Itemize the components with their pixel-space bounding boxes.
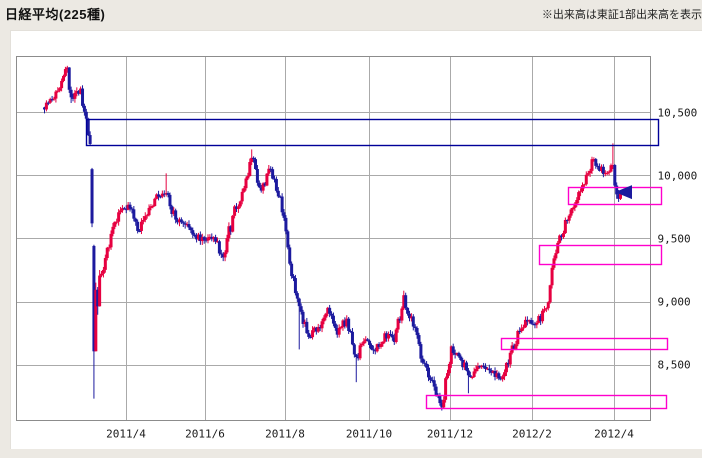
- trend-arrow: [615, 185, 632, 200]
- svg-text:10,000: 10,000: [658, 169, 698, 182]
- chart-panel: 10,500 10,000 9,500 9,000 8,500 2011/4 2011/6 2…: [10, 30, 702, 449]
- resistance-zone-navy: [85, 118, 660, 147]
- x-axis-labels: 2011/4 2011/6 2011/8 2011/10 2011/12 2012/2 20…: [106, 428, 634, 441]
- svg-text:2012/2: 2012/2: [512, 428, 552, 441]
- svg-text:9,500: 9,500: [658, 232, 691, 245]
- svg-text:2012/4: 2012/4: [594, 428, 634, 441]
- support-zone-8650: [500, 337, 669, 351]
- svg-text:8,500: 8,500: [658, 358, 691, 371]
- chart-header: 日経平均(225種) ※出来高は東証1部出来高を表示: [0, 0, 702, 26]
- chart-title: 日経平均(225種): [5, 7, 106, 22]
- svg-text:2011/4: 2011/4: [106, 428, 146, 441]
- plot-border: [16, 56, 651, 421]
- y-axis-labels: 10,500 10,000 9,500 9,000 8,500: [658, 106, 698, 371]
- volume-note: ※出来高は東証1部出来高を表示: [541, 9, 702, 21]
- support-zone-9800: [567, 186, 663, 206]
- candles: [43, 65, 622, 411]
- support-zone-8200: [425, 394, 668, 410]
- svg-text:2011/10: 2011/10: [346, 428, 392, 441]
- svg-text:2011/12: 2011/12: [427, 428, 473, 441]
- svg-text:2011/8: 2011/8: [265, 428, 305, 441]
- support-zone-9350: [538, 244, 663, 266]
- svg-text:10,500: 10,500: [658, 106, 698, 119]
- svg-text:2011/6: 2011/6: [185, 428, 225, 441]
- svg-text:9,000: 9,000: [658, 295, 691, 308]
